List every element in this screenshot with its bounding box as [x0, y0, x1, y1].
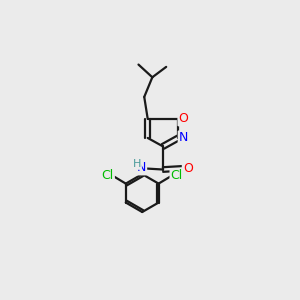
- Text: Cl: Cl: [102, 169, 114, 182]
- Text: Cl: Cl: [170, 169, 183, 182]
- Text: O: O: [178, 112, 188, 125]
- Text: N: N: [137, 161, 146, 174]
- Text: O: O: [183, 162, 193, 175]
- Text: H: H: [133, 159, 141, 169]
- Text: N: N: [179, 131, 188, 144]
